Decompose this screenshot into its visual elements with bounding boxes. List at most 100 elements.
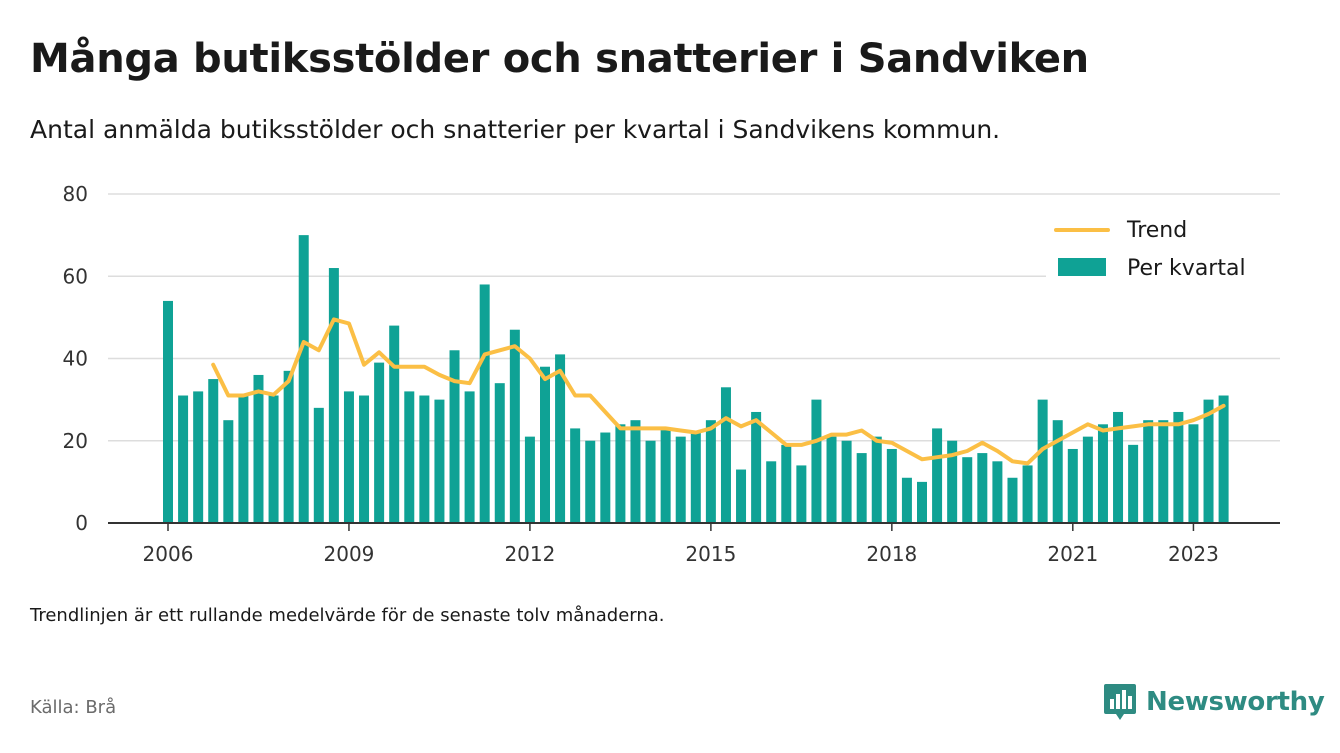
bar — [736, 469, 747, 523]
bar — [901, 477, 912, 523]
bar — [404, 391, 415, 523]
bar — [389, 325, 400, 523]
bar — [1007, 477, 1018, 523]
legend-background — [1046, 208, 1284, 290]
bar — [464, 391, 475, 523]
bar — [359, 395, 370, 523]
bar — [509, 329, 520, 523]
bar — [811, 399, 822, 523]
bar — [163, 300, 173, 523]
trend-line — [211, 317, 1226, 466]
bar — [449, 350, 460, 523]
bar — [283, 370, 294, 523]
x-tick-label: 2021 — [1047, 542, 1098, 566]
y-axis-labels: 0 20 40 60 80 — [63, 182, 88, 535]
bar — [374, 362, 385, 523]
bar — [977, 453, 988, 523]
bar — [796, 465, 807, 523]
bar — [1082, 436, 1093, 523]
bar — [268, 395, 279, 523]
bar — [1158, 420, 1169, 523]
bar — [871, 436, 882, 523]
bar — [1037, 399, 1048, 523]
bar — [313, 407, 324, 523]
bar — [781, 444, 792, 523]
chart-subtitle: Antal anmälda butiksstölder och snatteri… — [30, 115, 1001, 144]
bar — [675, 436, 686, 523]
bar — [1113, 411, 1124, 523]
bar — [992, 461, 1003, 523]
bars — [163, 235, 1229, 523]
bar — [1097, 424, 1108, 523]
bar — [434, 399, 445, 523]
x-tick-label: 2018 — [866, 542, 917, 566]
trend-note: Trendlinjen är ett rullande medelvärde f… — [30, 605, 665, 626]
bar — [826, 436, 837, 523]
legend-bars-swatch — [1058, 258, 1106, 276]
brand-logo: Newsworthy — [1102, 682, 1325, 722]
bar — [1173, 411, 1184, 523]
bar — [856, 453, 867, 523]
bar — [1203, 399, 1214, 523]
bar — [193, 391, 204, 523]
y-tick-label: 80 — [63, 182, 88, 206]
bar — [479, 284, 490, 523]
bar — [766, 461, 777, 523]
bar — [208, 379, 219, 523]
bar — [841, 440, 852, 523]
bar — [645, 440, 656, 523]
bar — [223, 420, 234, 523]
bar — [238, 395, 249, 523]
bar — [585, 440, 596, 523]
bar — [298, 235, 309, 523]
bar — [524, 436, 535, 523]
legend: Trend Per kvartal — [1046, 208, 1284, 290]
bar — [886, 448, 897, 523]
x-tick-label: 2006 — [143, 542, 194, 566]
bar — [751, 411, 762, 523]
bar — [917, 481, 927, 523]
chart-title: Många butiksstölder och snatterier i San… — [30, 36, 1089, 82]
x-axis-labels: 2006 2009 2012 2015 2018 2021 2023 — [143, 523, 1219, 566]
bar — [540, 366, 550, 523]
bar — [1218, 395, 1229, 523]
x-tick-label: 2015 — [685, 542, 736, 566]
bar — [932, 428, 943, 523]
newsworthy-logo-icon — [1104, 684, 1136, 720]
bar — [660, 428, 671, 523]
bar — [1143, 420, 1154, 523]
y-tick-label: 40 — [63, 347, 88, 371]
bar — [947, 440, 958, 523]
bar — [705, 420, 716, 523]
bar — [328, 268, 339, 523]
bar — [419, 395, 430, 523]
x-tick-label: 2023 — [1168, 542, 1219, 566]
bar — [1188, 424, 1199, 523]
brand-name: Newsworthy — [1146, 687, 1325, 717]
bar — [615, 424, 626, 523]
bar — [178, 395, 189, 523]
bar — [720, 387, 731, 523]
bar — [494, 383, 505, 523]
y-tick-label: 20 — [63, 429, 88, 453]
bar — [1067, 448, 1078, 523]
bar — [570, 428, 581, 523]
legend-trend-label: Trend — [1126, 218, 1187, 243]
bar — [1128, 444, 1139, 523]
bar — [630, 420, 641, 523]
y-tick-label: 60 — [63, 264, 88, 288]
bar — [1022, 465, 1033, 523]
bar — [690, 432, 701, 523]
x-tick-label: 2009 — [324, 542, 375, 566]
chart: 0 20 40 60 80 2006 2009 2012 2015 2018 2021 2023 T… — [62, 182, 1284, 566]
bar — [555, 354, 566, 523]
bar — [1052, 420, 1063, 523]
y-tick-label: 0 — [75, 511, 88, 535]
bar — [600, 432, 611, 523]
x-tick-label: 2012 — [504, 542, 555, 566]
legend-bars-label: Per kvartal — [1127, 256, 1246, 281]
bar — [343, 391, 354, 523]
source-text: Källa: Brå — [30, 697, 117, 718]
bar — [253, 374, 264, 523]
bar — [962, 457, 973, 523]
